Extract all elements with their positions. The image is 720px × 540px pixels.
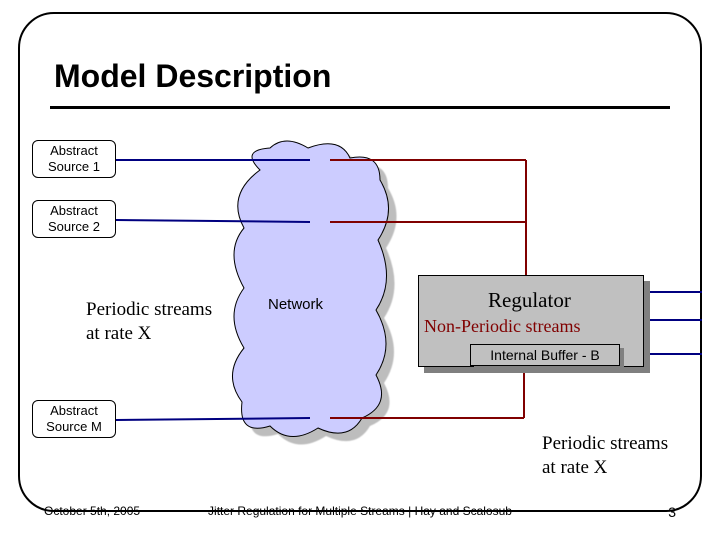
abstract-source-m: AbstractSource M xyxy=(32,400,116,438)
regulator-title: Regulator xyxy=(488,288,571,313)
internal-buffer-box: Internal Buffer - B xyxy=(470,344,620,366)
network-label: Network xyxy=(268,296,323,313)
abstract-source-1-label: AbstractSource 1 xyxy=(48,143,100,174)
left-caption: Periodic streams at rate X xyxy=(86,298,212,346)
internal-buffer-label: Internal Buffer - B xyxy=(490,347,599,363)
abstract-source-1: AbstractSource 1 xyxy=(32,140,116,178)
right-caption-line1: Periodic streams xyxy=(542,432,668,456)
footer-center: Jitter Regulation for Multiple Streams |… xyxy=(0,504,720,518)
right-caption-line2: at rate X xyxy=(542,456,668,480)
slide-title: Model Description xyxy=(54,58,331,95)
footer-page-number: 3 xyxy=(668,504,676,520)
left-caption-line1: Periodic streams xyxy=(86,298,212,322)
abstract-source-2-label: AbstractSource 2 xyxy=(48,203,100,234)
abstract-source-2: AbstractSource 2 xyxy=(32,200,116,238)
right-caption: Periodic streams at rate X xyxy=(542,432,668,480)
left-caption-line2: at rate X xyxy=(86,322,212,346)
abstract-source-m-label: AbstractSource M xyxy=(46,403,102,434)
non-periodic-caption: Non-Periodic streams xyxy=(424,316,580,337)
network-cloud xyxy=(230,140,390,440)
title-rule xyxy=(50,106,670,109)
